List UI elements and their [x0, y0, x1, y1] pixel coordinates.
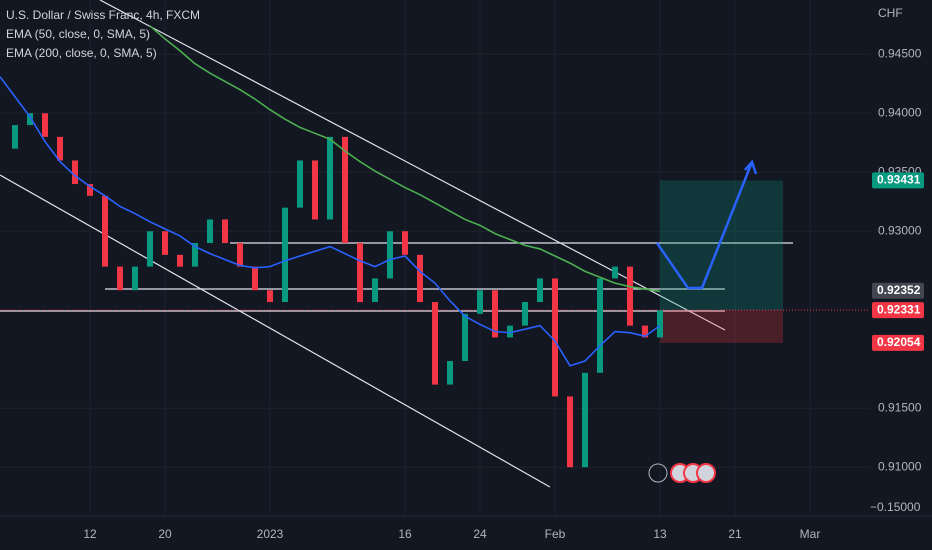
price-bar [327, 136, 333, 220]
arrow-head [744, 159, 758, 175]
x-tick-label: Feb [545, 527, 566, 541]
indicator-label: EMA (50, close, 0, SMA, 5) [6, 27, 150, 41]
event-icon[interactable] [648, 463, 668, 483]
price-bar [642, 325, 648, 338]
price-bar [147, 231, 153, 267]
symbol-title: U.S. Dollar / Swiss Franc, 4h, FXCM [6, 8, 200, 22]
price-tag [872, 172, 924, 189]
price-bar [372, 278, 378, 303]
price-bar [177, 254, 183, 267]
price-bar [312, 160, 318, 220]
price-bar [192, 243, 198, 267]
price-bar [462, 313, 468, 362]
price-bar [117, 266, 123, 291]
price-bar [477, 290, 483, 314]
x-tick-label: 24 [473, 527, 487, 541]
x-tick-label: 2023 [257, 527, 284, 541]
price-bar [72, 160, 78, 185]
x-tick-label: 16 [398, 527, 412, 541]
y-tick-label: 0.94500 [878, 46, 922, 60]
price-bar [297, 160, 303, 208]
price-bar [447, 361, 453, 385]
price-bar [267, 290, 273, 303]
trend-line [99, 0, 726, 331]
y-tick-label: 0.94000 [878, 105, 922, 119]
y-tick-label: 0.91500 [878, 400, 922, 414]
price-bar [597, 278, 603, 373]
price-bar [12, 125, 18, 149]
indicator-label: EMA (200, close, 0, SMA, 5) [6, 46, 157, 60]
price-bar [222, 219, 228, 244]
price-tag [872, 334, 924, 351]
price-tag-label: 0.92054 [877, 335, 921, 349]
price-bar [27, 113, 33, 126]
ema-line [149, 25, 661, 293]
x-tick-label: 13 [653, 527, 667, 541]
price-axis [870, 0, 932, 516]
price-bar [357, 243, 363, 303]
x-tick-label: Mar [800, 527, 821, 541]
price-bar [492, 290, 498, 338]
ema-line [0, 76, 661, 367]
x-tick-label: 12 [83, 527, 97, 541]
price-bar [282, 207, 288, 303]
price-bar [387, 231, 393, 279]
price-bar [207, 219, 213, 244]
forecast-arrow [655, 161, 754, 290]
price-tag [872, 302, 924, 319]
y-tick-label: 0.91000 [878, 459, 922, 473]
price-bar [42, 113, 48, 137]
price-bar [87, 184, 93, 196]
price-bar [402, 231, 408, 255]
event-icon[interactable] [696, 463, 716, 483]
price-bar [417, 254, 423, 303]
event-icons[interactable] [648, 463, 716, 483]
price-bar [537, 278, 543, 303]
price-bar [627, 266, 633, 326]
x-tick-label: 21 [728, 527, 742, 541]
trend-line [0, 174, 551, 488]
currency: CHF [878, 6, 903, 20]
price-bar [102, 195, 108, 267]
price-bar [657, 310, 663, 338]
price-bar [582, 372, 588, 468]
price-bar [432, 302, 438, 385]
price-tag-label: 0.93431 [877, 173, 921, 187]
target-zone [660, 180, 783, 311]
price-bar [522, 302, 528, 326]
price-bar [237, 243, 243, 267]
stop-zone [660, 310, 783, 343]
price-tag [872, 282, 924, 299]
price-label: −0.15000 [870, 500, 921, 514]
price-tag-label: 0.92331 [877, 302, 921, 316]
price-bar [552, 278, 558, 397]
price-bar [612, 266, 618, 279]
y-tick-label: 0.93000 [878, 223, 922, 237]
price-bar [252, 266, 258, 291]
price-bar [132, 266, 138, 291]
x-tick-label: 20 [158, 527, 172, 541]
price-tag-label: 0.92352 [877, 283, 921, 297]
price-bar [342, 136, 348, 244]
price-bar [57, 136, 63, 161]
price-bar [567, 396, 573, 468]
price-bar [507, 325, 513, 338]
price-bar [162, 231, 168, 255]
